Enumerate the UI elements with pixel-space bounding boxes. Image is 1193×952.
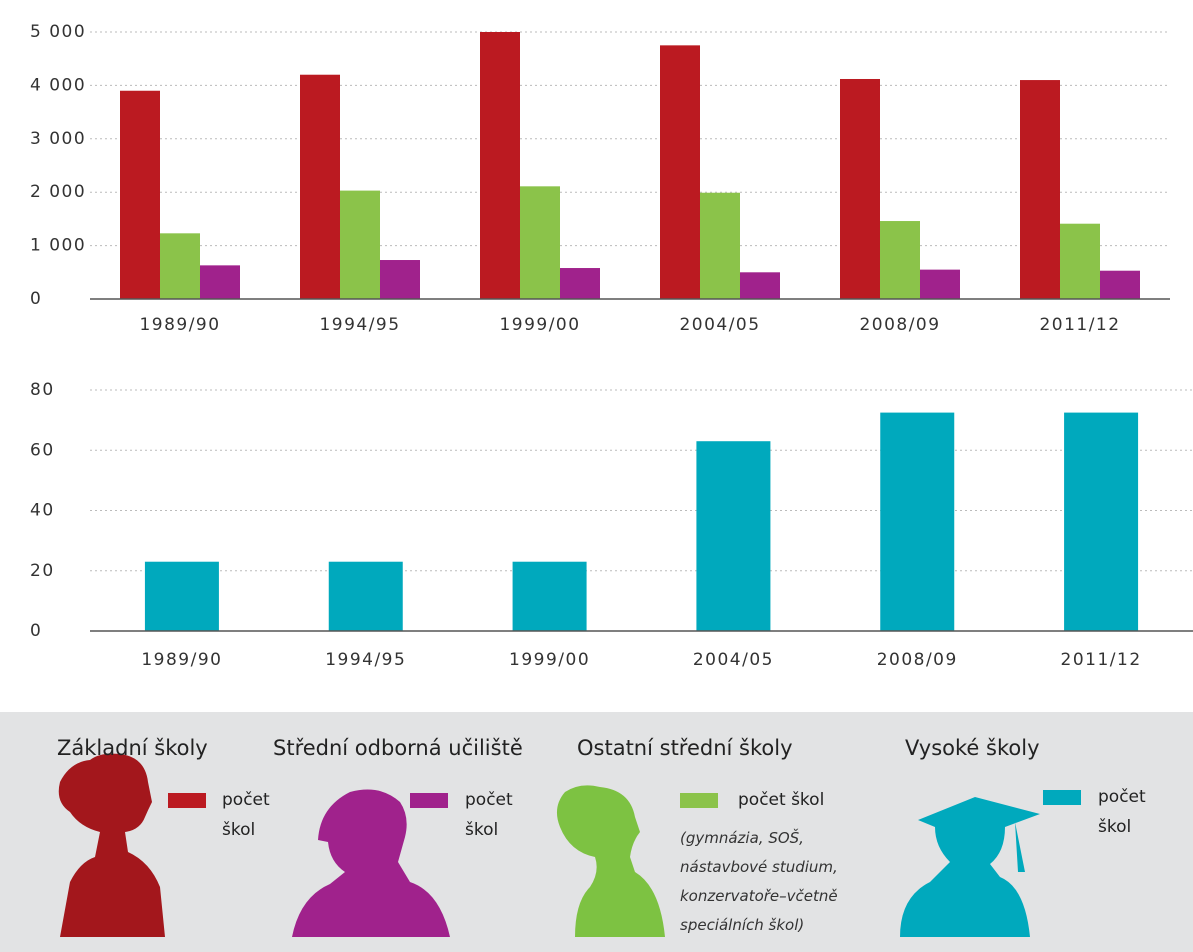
y-tick-label: 2 000 <box>30 182 86 202</box>
silhouette-woman <box>557 785 665 937</box>
bar <box>513 562 587 631</box>
x-tick-label: 2004/05 <box>679 315 760 335</box>
bar <box>520 186 560 299</box>
x-tick-label: 1999/00 <box>499 315 580 335</box>
y-tick-label: 0 <box>30 289 42 309</box>
y-tick-label: 20 <box>30 561 55 581</box>
y-tick-label: 40 <box>30 501 55 521</box>
x-tick-label: 1994/95 <box>319 315 400 335</box>
x-tick-label: 1994/95 <box>325 650 406 670</box>
y-tick-label: 3 000 <box>30 129 86 149</box>
legend-swatch <box>410 793 448 808</box>
bar <box>880 221 920 299</box>
silhouette-graduate <box>900 797 1040 937</box>
bar <box>120 91 160 299</box>
bar <box>160 233 200 299</box>
y-tick-label: 1 000 <box>30 236 86 256</box>
legend-swatch <box>680 793 718 808</box>
y-tick-label: 80 <box>30 380 55 400</box>
bar <box>1100 271 1140 299</box>
bar <box>200 265 240 299</box>
legend-title: Vysoké školy <box>905 736 1040 760</box>
y-tick-label: 60 <box>30 440 55 460</box>
bar <box>1020 80 1060 299</box>
legend-label: počet škol <box>222 785 282 845</box>
legend-note: (gymnázia, SOŠ, nástavbové studium, konz… <box>680 824 880 940</box>
y-tick-label: 0 <box>30 621 42 641</box>
page: 0 1 000 2 000 3 000 4 000 5 000 1989/90 1994/95… <box>0 0 1193 952</box>
charts: 0 1 000 2 000 3 000 4 000 5 000 1989/90 1994/95… <box>0 0 1193 712</box>
x-tick-label: 2004/05 <box>693 650 774 670</box>
x-tick-label: 1989/90 <box>139 315 220 335</box>
bar <box>840 79 880 299</box>
legend-title: Střední odborná učiliště <box>273 736 523 760</box>
bar <box>660 45 700 299</box>
legend-swatch <box>168 793 206 808</box>
bar <box>696 441 770 631</box>
bar <box>380 260 420 299</box>
x-tick-label: 2008/09 <box>877 650 958 670</box>
x-tick-label: 2011/12 <box>1039 315 1120 335</box>
bar <box>480 32 520 299</box>
bar <box>1060 224 1100 299</box>
bar <box>300 75 340 299</box>
legend-swatch <box>1043 790 1081 805</box>
bar <box>329 562 403 631</box>
bar <box>740 272 780 299</box>
x-tick-label: 1999/00 <box>509 650 590 670</box>
y-tick-label: 5 000 <box>30 22 86 42</box>
legend-title: Základní školy <box>57 736 208 760</box>
legend-panel: Základní školy počet škol Střední odborná … <box>0 712 1193 952</box>
legend-label: počet škol <box>1098 782 1158 842</box>
legend-title: Ostatní střední školy <box>577 736 793 760</box>
bar <box>700 193 740 299</box>
legend-label: počet škol <box>465 785 525 845</box>
bar <box>1064 413 1138 631</box>
bar <box>340 191 380 299</box>
x-tick-label: 1989/90 <box>141 650 222 670</box>
x-tick-label: 2008/09 <box>859 315 940 335</box>
silhouette-girl <box>59 754 165 937</box>
y-tick-label: 4 000 <box>30 75 86 95</box>
bar <box>920 270 960 299</box>
bar <box>880 413 954 631</box>
legend-label: počet škol <box>738 785 878 815</box>
bar <box>560 268 600 299</box>
x-tick-label: 2011/12 <box>1061 650 1142 670</box>
silhouette-worker <box>292 790 450 937</box>
bar <box>145 562 219 631</box>
